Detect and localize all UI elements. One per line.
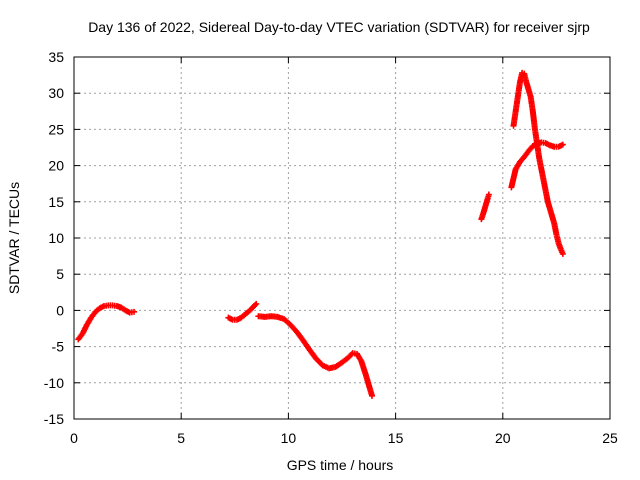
y-tick-label: 25 (48, 121, 64, 137)
y-tick-label: -15 (44, 411, 64, 427)
x-tick-label: 25 (602, 430, 618, 446)
y-tick-label: 15 (48, 194, 64, 210)
y-tick-label: 10 (48, 230, 64, 246)
x-tick-label: 20 (495, 430, 511, 446)
series-segment-2 (225, 300, 260, 323)
series-segment-6 (510, 69, 566, 257)
data-point (252, 301, 259, 308)
data-point (253, 300, 260, 307)
y-tick-label: 20 (48, 158, 64, 174)
data-point (485, 191, 492, 198)
series-segment-1 (75, 302, 138, 343)
x-tick-label: 10 (281, 430, 297, 446)
y-axis-label: SDTVAR / TECUs (6, 182, 22, 294)
data-point (559, 141, 566, 148)
x-tick-label: 15 (388, 430, 404, 446)
x-tick-label: 5 (177, 430, 185, 446)
series-segment-4 (478, 191, 492, 223)
x-tick-label: 0 (70, 430, 78, 446)
y-tick-label: 0 (56, 302, 64, 318)
y-tick-label: -10 (44, 375, 64, 391)
y-tick-label: 30 (48, 85, 64, 101)
data-point (369, 392, 376, 399)
data-point (559, 250, 566, 257)
chart-title: Day 136 of 2022, Sidereal Day-to-day VTE… (88, 19, 590, 35)
data-point (131, 308, 138, 315)
data-series (75, 69, 566, 399)
y-tick-label: 35 (48, 49, 64, 65)
series-segment-3 (255, 313, 376, 399)
y-tick-label: -5 (52, 339, 65, 355)
y-tick-label: 5 (56, 266, 64, 282)
axis-ticks: 0 5 10 15 20 25 -15 -10 -5 0 5 10 15 20 25 30 35 (44, 49, 618, 446)
x-axis-label: GPS time / hours (287, 457, 394, 473)
